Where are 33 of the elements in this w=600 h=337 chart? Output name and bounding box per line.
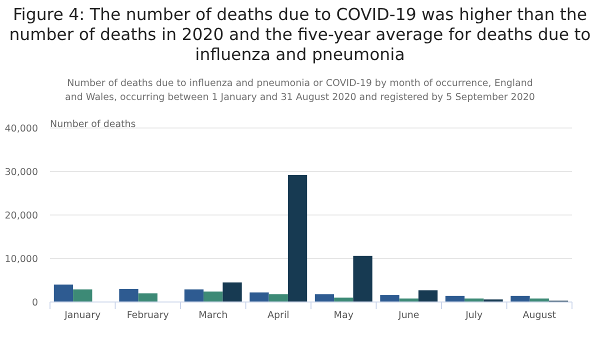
y-tick-label: 40,000: [4, 124, 38, 134]
bar: [250, 292, 269, 302]
bar: [119, 288, 138, 302]
y-tick-label: 30,000: [4, 167, 38, 178]
bar: [54, 284, 74, 302]
bar: [73, 289, 92, 302]
bar: [418, 290, 438, 302]
bar: [353, 256, 372, 302]
y-tick-label: 0: [32, 298, 38, 308]
x-tick-label: June: [398, 310, 420, 321]
bar: [184, 289, 204, 302]
bar: [204, 292, 223, 302]
bar: [268, 294, 288, 302]
bar: [314, 294, 334, 302]
y-tick-label: 10,000: [4, 254, 38, 265]
x-tick-label: January: [64, 310, 102, 321]
x-tick-label: August: [522, 310, 556, 321]
chart-title: Figure 4: The number of deaths due to COVID-19 was higher than the number of deaths in 2020 and the five-year average for deaths due to influenza and pneumonia: [9, 5, 591, 64]
y-tick-label: 20,000: [4, 210, 38, 222]
bar: [138, 293, 158, 302]
bar: [222, 282, 242, 302]
bar: [445, 296, 465, 302]
x-tick-label: April: [268, 310, 290, 321]
bar: [510, 296, 530, 302]
bar: [288, 174, 308, 302]
bar: [380, 295, 400, 302]
chart-subtitle: Number of deaths due to influenza and pneumonia or COVID-19 by month of occurrence, England and Wales, occurring between 1 January and 31 August 2020 and registered by 5 September 2020: [65, 78, 535, 103]
x-tick-label: July: [464, 310, 484, 321]
y-axis-title: Number of deaths: [50, 119, 136, 130]
x-tick-label: February: [126, 310, 170, 321]
x-tick-label: March: [198, 310, 228, 321]
x-tick-label: May: [334, 310, 354, 321]
bar: [334, 298, 354, 302]
